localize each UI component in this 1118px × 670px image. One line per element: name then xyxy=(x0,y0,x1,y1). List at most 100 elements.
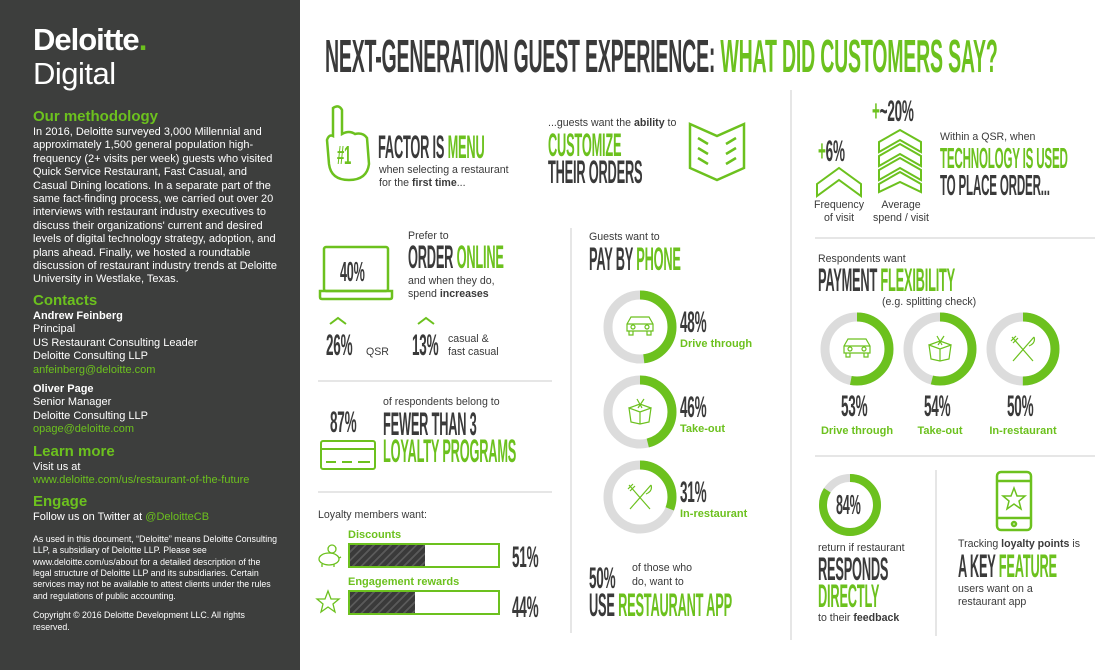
text: users want on a xyxy=(958,583,1033,595)
text: ...guests want the xyxy=(548,117,634,129)
headline-dark: A KEY xyxy=(958,548,999,584)
divider xyxy=(318,491,552,493)
discounts-bar xyxy=(348,543,500,568)
sidebar: Deloitte. Digital Our methodology In 201… xyxy=(0,0,300,670)
up-chevron-icon xyxy=(816,166,862,198)
engagement-label: Engagement rewards xyxy=(348,576,460,588)
headline-dark: FACTOR IS xyxy=(378,129,448,165)
star-icon xyxy=(315,589,341,614)
text: fast casual xyxy=(448,346,499,358)
text: increases xyxy=(439,288,489,300)
donut-chart xyxy=(986,312,1060,386)
credit-card-icon xyxy=(320,440,376,470)
contact-role: US Restaurant Consulting Leader xyxy=(33,336,198,349)
contact-email[interactable]: anfeinberg@deloitte.com xyxy=(33,363,156,376)
divider xyxy=(318,380,552,382)
text: for the xyxy=(379,177,412,189)
responds-value: 84% xyxy=(836,489,861,520)
bar-fill xyxy=(350,592,416,613)
engage-section: Engage Follow us on Twitter at @Deloitte… xyxy=(33,493,283,524)
value: 6% xyxy=(825,135,845,168)
contact-title: Senior Manager xyxy=(33,396,112,409)
feature-pretext: Tracking loyalty points is xyxy=(958,538,1080,551)
methodology-heading: Our methodology xyxy=(33,108,158,125)
laptop-icon xyxy=(318,245,394,301)
divider xyxy=(815,237,1095,239)
spend-value: +~20% xyxy=(872,97,914,127)
divider xyxy=(790,90,792,640)
twitter-link[interactable]: @DeloitteCB xyxy=(145,511,210,524)
methodology-text: In 2016, Deloitte surveyed 3,000 Millenn… xyxy=(33,126,277,286)
text: ability xyxy=(633,117,665,129)
donut-chart xyxy=(603,375,677,449)
text: feedback xyxy=(853,612,900,624)
stacked-chevrons-icon xyxy=(878,128,922,194)
qsr-value: 26% xyxy=(326,329,353,362)
headline-green: MENU xyxy=(447,129,485,165)
engagement-bar xyxy=(348,590,500,615)
donut-value: 31% xyxy=(680,476,707,509)
pointing-hand-icon xyxy=(325,105,371,182)
donut-arc xyxy=(819,474,881,536)
headline-green: FEATURE xyxy=(998,548,1057,584)
donut-label: In-restaurant xyxy=(680,508,748,520)
takeout-box-icon xyxy=(628,398,652,425)
engage-text: Follow us on Twitter at xyxy=(33,511,146,524)
text: spend xyxy=(408,288,440,300)
logo-digital: Digital xyxy=(33,56,116,91)
tech-headline-dark: TO PLACE ORDER... xyxy=(940,170,1050,202)
donut-chart xyxy=(603,290,677,364)
menu-book-icon xyxy=(688,122,746,182)
fork-knife-icon xyxy=(1010,335,1036,362)
customize-pretext: ...guests want the ability to xyxy=(548,117,676,130)
contact-org: Deloitte Consulting LLP xyxy=(33,350,148,363)
menu-headline: FACTOR IS MENU xyxy=(378,131,485,163)
contact-email[interactable]: opage@deloitte.com xyxy=(33,423,135,436)
donut-chart xyxy=(903,312,977,386)
learn-more-text: Visit us at xyxy=(33,460,81,473)
learn-more-heading: Learn more xyxy=(33,442,115,460)
engagement-value: 44% xyxy=(512,591,539,624)
donut-label: Take-out xyxy=(680,423,726,435)
text: do, want to xyxy=(632,576,684,588)
donut-chart xyxy=(603,460,677,534)
donut-value: 48% xyxy=(680,306,707,339)
donut-arc xyxy=(603,375,677,449)
donut-label: Drive through xyxy=(680,338,753,350)
piggy-bank-icon xyxy=(318,544,342,567)
donut-value: 46% xyxy=(680,391,707,424)
online-headline: ORDER ONLINE xyxy=(408,241,504,273)
contact-title: Principal xyxy=(33,323,76,336)
logo-dot: . xyxy=(138,22,148,57)
text: and when they do, xyxy=(408,275,495,287)
headline-dark: PAY BY xyxy=(589,241,637,277)
spend-label: Average spend / visit xyxy=(868,199,934,225)
loyalty-headline-green: LOYALTY PROGRAMS xyxy=(383,433,517,469)
donut-label: Drive through xyxy=(820,425,894,437)
divider xyxy=(935,470,937,636)
discounts-value: 51% xyxy=(512,541,539,574)
customize-headline-dark: THEIR ORDERS xyxy=(548,154,643,190)
learn-more-section: Learn more Visit us at www.deloitte.com/… xyxy=(33,443,283,488)
phone-pretext: Guests want to xyxy=(589,231,660,243)
copyright: Copyright © 2016 Deloitte Development LL… xyxy=(33,610,245,632)
headline-green: ONLINE xyxy=(456,239,504,275)
text: when selecting a restaurant xyxy=(379,164,509,176)
fork-knife-icon xyxy=(627,483,653,510)
headline-green: FLEXIBILITY xyxy=(880,262,956,298)
headline-dark: ORDER xyxy=(408,239,457,275)
bar-fill xyxy=(350,545,426,566)
text: to their xyxy=(818,612,854,624)
text: of visit xyxy=(823,212,855,224)
tech-headline-green: TECHNOLOGY IS USED xyxy=(940,143,1068,175)
engage-heading: Engage xyxy=(33,493,88,511)
payment-note: (e.g. splitting check) xyxy=(882,296,977,308)
responds-donut xyxy=(819,474,881,536)
learn-more-link[interactable]: www.deloitte.com/us/restaurant-of-the-fu… xyxy=(33,473,250,486)
donut-arc xyxy=(903,312,977,386)
online-pretext: Prefer to xyxy=(408,230,449,242)
headline-green: PHONE xyxy=(636,241,681,277)
text: casual & xyxy=(448,333,489,345)
sign: + xyxy=(872,95,880,128)
deloitte-logo: Deloitte. xyxy=(33,22,148,57)
